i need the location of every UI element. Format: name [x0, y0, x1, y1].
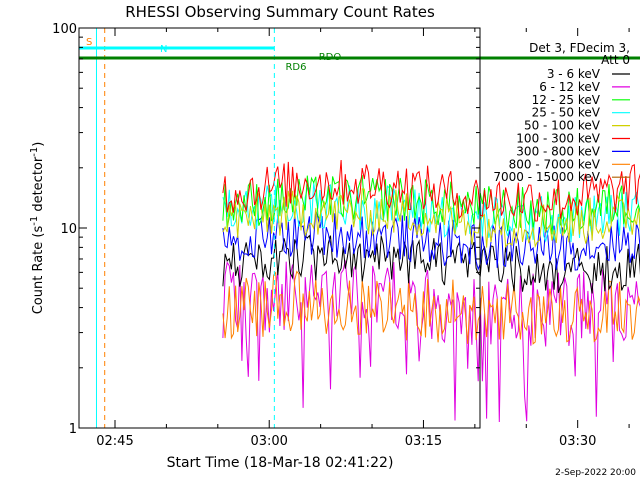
- series-line-300-800keV: [222, 210, 640, 271]
- axes: 02:4503:0003:1503:3003:4504:0004:1511010…: [52, 22, 630, 449]
- series-line-800-7000keV: [222, 270, 640, 345]
- legend-entry-label-6: 300 - 800 keV: [516, 144, 600, 158]
- x-tick-label-2: 03:15: [405, 434, 442, 449]
- y-axis-label: Count Rate (s-1 detector-1): [29, 142, 46, 315]
- flag-label-rdo: RDO: [319, 52, 342, 63]
- legend-entry-label-4: 50 - 100 keV: [524, 119, 601, 133]
- flag-label-s: S: [86, 37, 92, 48]
- series-line-100-300keV: [222, 159, 640, 222]
- legend-header-line2: Att 0: [601, 53, 630, 67]
- legend-header-line1: Det 3, FDecim 3,: [529, 41, 630, 55]
- series-line-12-25keV: [222, 174, 640, 235]
- y-tick-label-2: 100: [52, 22, 77, 37]
- x-axis-label: Start Time (18-Mar-18 02:41:22): [167, 455, 394, 471]
- legend-entry-label-0: 3 - 6 keV: [547, 67, 601, 81]
- y-label-sup2: -1: [29, 147, 40, 157]
- chart-title: RHESSI Observing Summary Count Rates: [125, 3, 435, 21]
- plot-area: [95, 28, 640, 428]
- y-label-sup1: -1: [29, 216, 40, 226]
- footer-date: 2-Sep-2022 20:00: [555, 468, 636, 478]
- x-tick-label-0: 02:45: [96, 434, 133, 449]
- x-tick-label-3: 03:30: [559, 434, 596, 449]
- x-tick-label-1: 03:00: [250, 434, 287, 449]
- legend-entry-label-1: 6 - 12 keV: [539, 80, 601, 94]
- flag-label-rd6: RD6: [285, 62, 306, 73]
- legend-entry-label-3: 25 - 50 keV: [532, 106, 601, 120]
- y-label-end: ): [31, 142, 46, 147]
- legend-entry-label-7: 800 - 7000 keV: [509, 157, 601, 171]
- y-label-main: Count Rate (s: [31, 226, 46, 315]
- legend-entry-label-8: 7000 - 15000 keV: [493, 170, 600, 184]
- y-tick-label-1: 10: [60, 222, 77, 237]
- series-line-3-6keV: [222, 234, 640, 294]
- legend-entry-label-2: 12 - 25 keV: [532, 93, 601, 107]
- legend-entry-label-5: 100 - 300 keV: [516, 132, 600, 146]
- y-label-mid: detector: [31, 156, 46, 216]
- y-tick-label-0: 1: [69, 422, 77, 437]
- flag-bars: S N RDO RD6: [79, 37, 640, 73]
- series-line-50-100keV: [222, 188, 640, 249]
- flag-label-n: N: [160, 44, 167, 55]
